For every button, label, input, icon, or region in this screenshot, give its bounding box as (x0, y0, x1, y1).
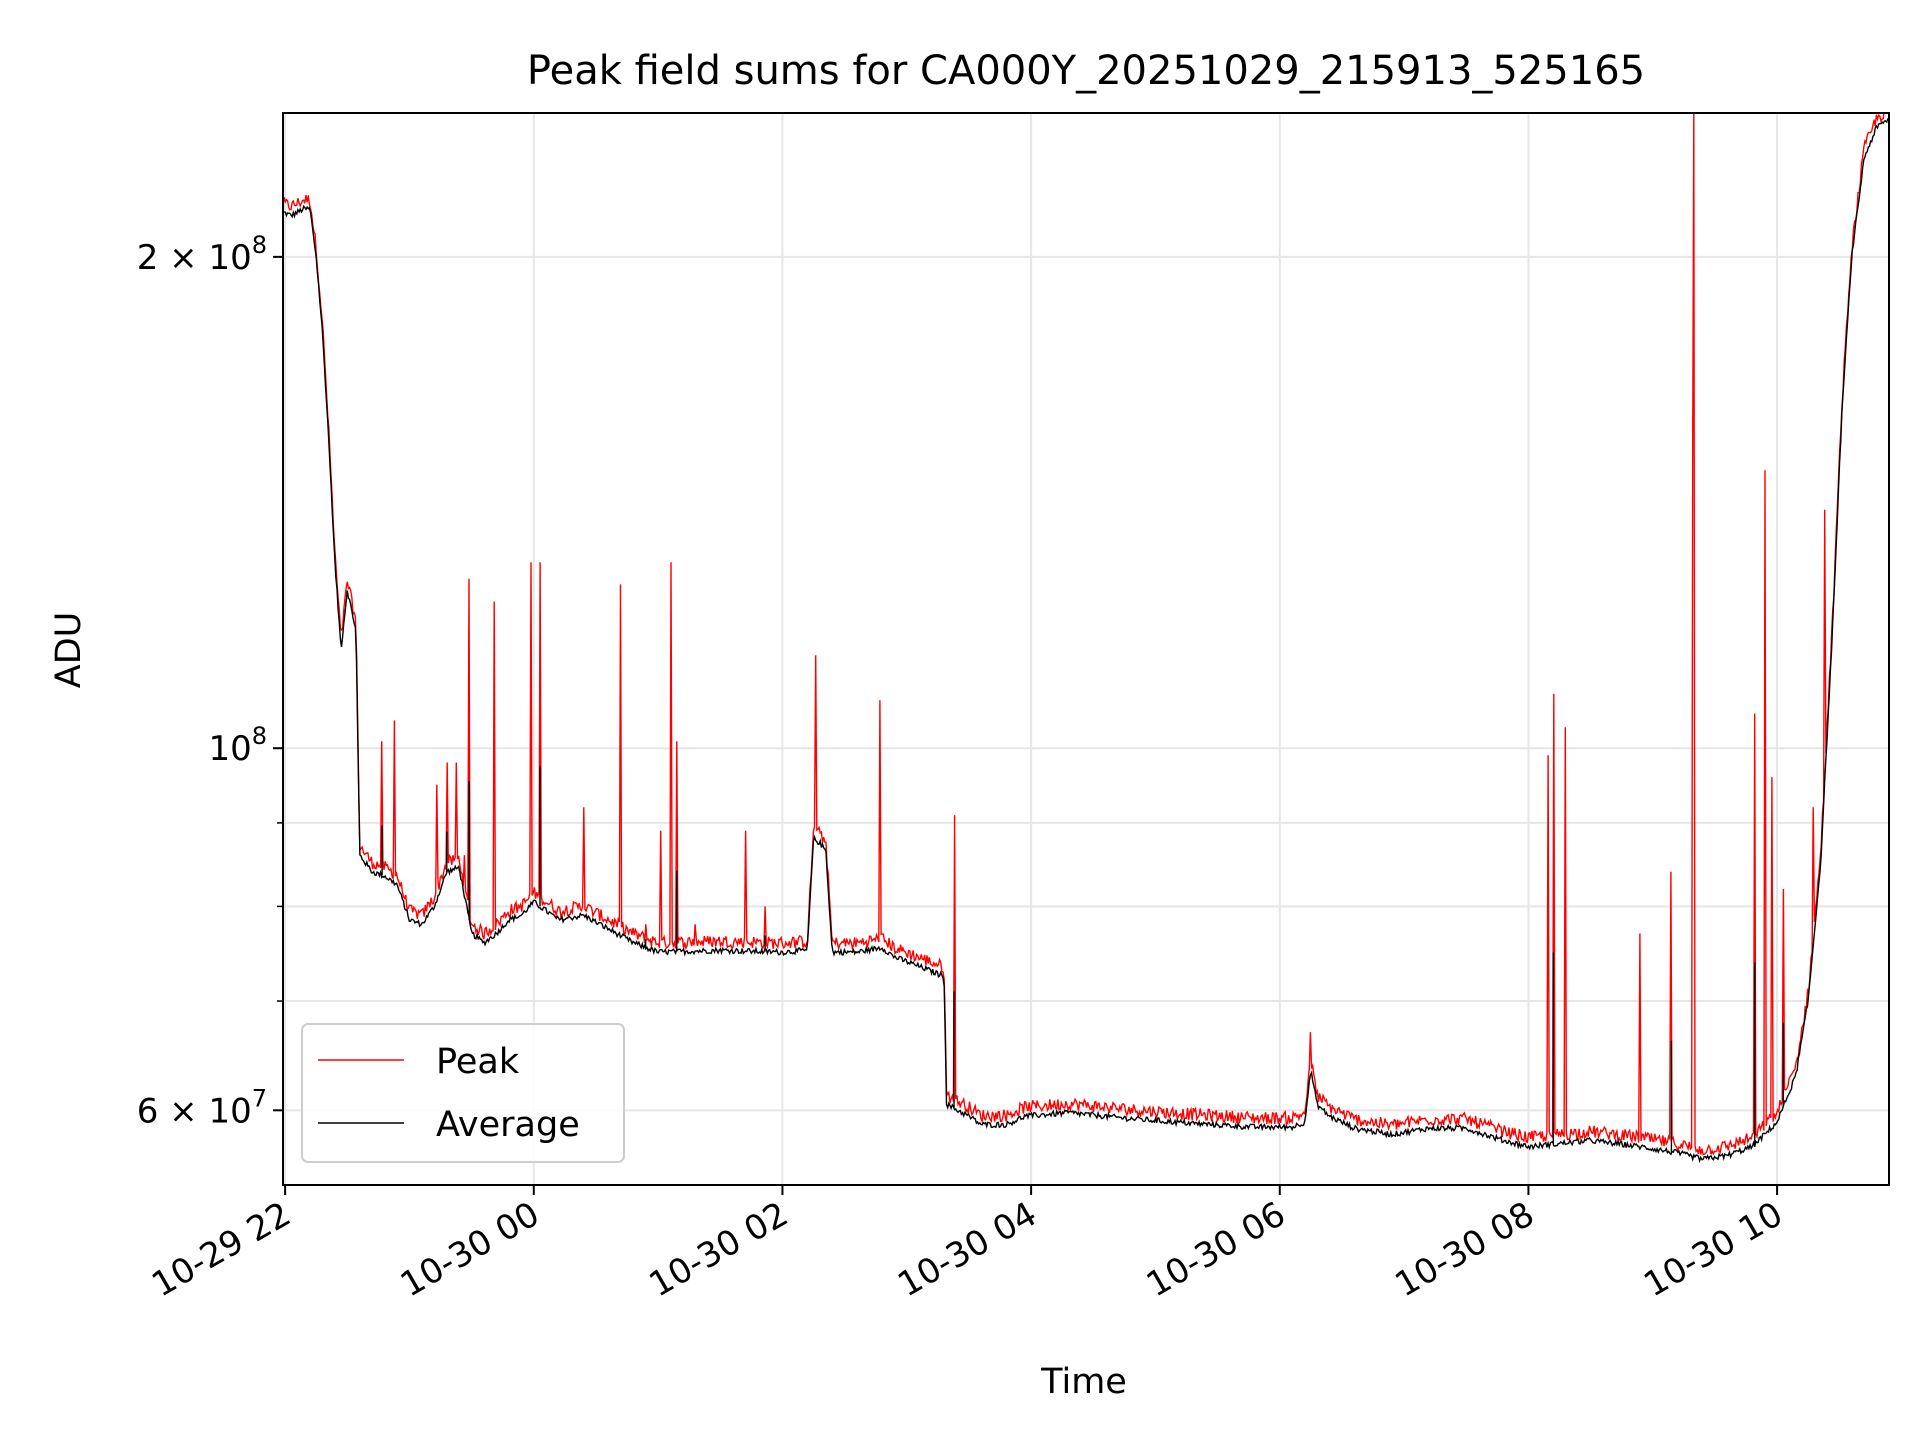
y-tick-exponent: 7 (252, 1084, 267, 1112)
chart-title: Peak field sums for CA000Y_20251029_2159… (527, 48, 1645, 94)
y-tick-exponent: 8 (252, 722, 267, 750)
peak-series-line (283, 113, 1885, 1156)
average-series-line (283, 117, 1889, 1164)
y-tick-exponent: 8 (252, 231, 267, 259)
plot-area (283, 113, 1889, 1164)
y-tick-label: 108 (208, 722, 267, 769)
y-tick-label: 6 × 107 (137, 1084, 267, 1131)
y-tick-label: 2 × 108 (137, 231, 267, 278)
legend-box (301, 1023, 625, 1163)
legend-peak-label: Peak (436, 1042, 520, 1082)
legend-average-label: Average (436, 1105, 580, 1145)
legend: Peak Average (301, 1023, 625, 1163)
y-axis-label: ADU (49, 612, 89, 689)
y-tick-base: 10 (208, 729, 251, 769)
y-tick-base: 6 × 10 (137, 1091, 252, 1131)
x-axis-label: Time (1040, 1362, 1127, 1402)
y-tick-base: 2 × 10 (137, 238, 252, 278)
plot-frame (282, 112, 1890, 1186)
